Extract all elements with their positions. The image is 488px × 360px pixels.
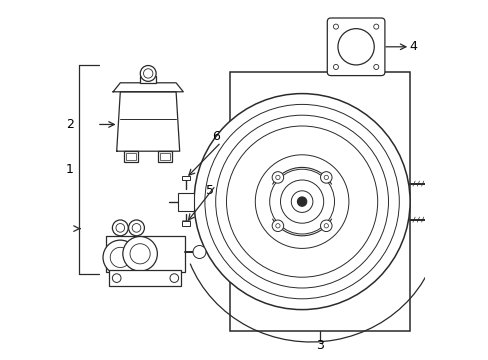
Text: 5: 5 [206, 184, 214, 197]
Text: 4: 4 [409, 40, 417, 53]
Circle shape [291, 191, 312, 212]
Bar [182, 176, 190, 180]
Circle shape [226, 126, 377, 277]
Circle shape [193, 246, 205, 258]
Circle shape [333, 24, 338, 29]
Bar [178, 193, 194, 211]
Circle shape [269, 169, 334, 234]
Circle shape [112, 220, 128, 236]
Circle shape [320, 220, 331, 231]
Circle shape [116, 224, 124, 232]
Bar [160, 153, 170, 160]
Text: 3: 3 [316, 339, 324, 352]
Text: 6: 6 [211, 130, 219, 143]
Bar [123, 151, 137, 162]
Circle shape [275, 224, 280, 228]
Bar [106, 236, 185, 272]
Circle shape [324, 224, 328, 228]
Circle shape [110, 247, 130, 267]
Circle shape [280, 180, 323, 223]
Polygon shape [113, 83, 183, 92]
Circle shape [272, 220, 283, 231]
Circle shape [204, 104, 399, 299]
Bar [140, 76, 156, 83]
Circle shape [128, 220, 144, 236]
Circle shape [272, 172, 283, 183]
Circle shape [132, 224, 141, 232]
Circle shape [333, 64, 338, 69]
Circle shape [143, 69, 153, 78]
Text: 1: 1 [66, 163, 74, 176]
Circle shape [320, 172, 331, 183]
Circle shape [140, 66, 156, 81]
Circle shape [130, 244, 150, 264]
Circle shape [373, 64, 378, 69]
Circle shape [122, 237, 157, 271]
Circle shape [255, 155, 348, 248]
Text: 2: 2 [66, 118, 74, 131]
Ellipse shape [337, 29, 373, 65]
Polygon shape [117, 92, 179, 151]
Bar [125, 153, 136, 160]
FancyBboxPatch shape [326, 18, 384, 76]
Circle shape [103, 240, 137, 275]
Circle shape [297, 197, 306, 206]
Circle shape [112, 274, 121, 282]
Circle shape [194, 94, 409, 310]
Bar [158, 151, 171, 162]
Bar [230, 72, 409, 331]
Bar [182, 221, 190, 226]
Circle shape [215, 115, 387, 288]
Bar [109, 270, 181, 286]
Circle shape [373, 24, 378, 29]
Circle shape [275, 175, 280, 180]
Circle shape [170, 274, 178, 282]
Circle shape [324, 175, 328, 180]
